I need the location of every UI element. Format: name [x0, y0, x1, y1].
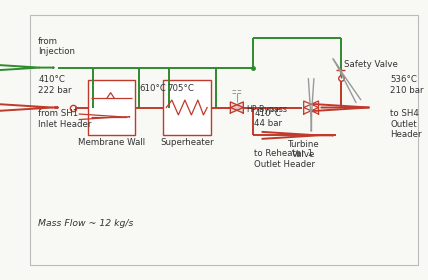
Text: to SH4
Outlet
Header: to SH4 Outlet Header — [390, 109, 422, 139]
Text: 410°C
222 bar: 410°C 222 bar — [38, 75, 72, 95]
Text: Safety Valve: Safety Valve — [344, 60, 398, 69]
Polygon shape — [230, 102, 244, 113]
Text: 410°C
44 bar: 410°C 44 bar — [255, 109, 282, 128]
Bar — [88, 80, 135, 135]
Text: 536°C
210 bar: 536°C 210 bar — [390, 75, 424, 95]
Text: from SH1
Inlet Header: from SH1 Inlet Header — [38, 109, 92, 129]
Text: Superheater: Superheater — [160, 138, 214, 147]
Text: HP-Bypass: HP-Bypass — [246, 105, 287, 114]
Text: Membrane Wall: Membrane Wall — [78, 138, 145, 147]
Text: 705°C: 705°C — [167, 84, 194, 93]
Text: from
Injection: from Injection — [38, 37, 75, 57]
Text: to Reheater 1
Outlet Header: to Reheater 1 Outlet Header — [255, 149, 315, 169]
Text: Turbine
Valve: Turbine Valve — [288, 140, 320, 159]
Polygon shape — [230, 102, 244, 113]
Text: 610°C: 610°C — [140, 84, 166, 93]
Text: Mass Flow ~ 12 kg/s: Mass Flow ~ 12 kg/s — [38, 219, 134, 228]
FancyBboxPatch shape — [30, 15, 418, 265]
Bar — [163, 80, 211, 135]
